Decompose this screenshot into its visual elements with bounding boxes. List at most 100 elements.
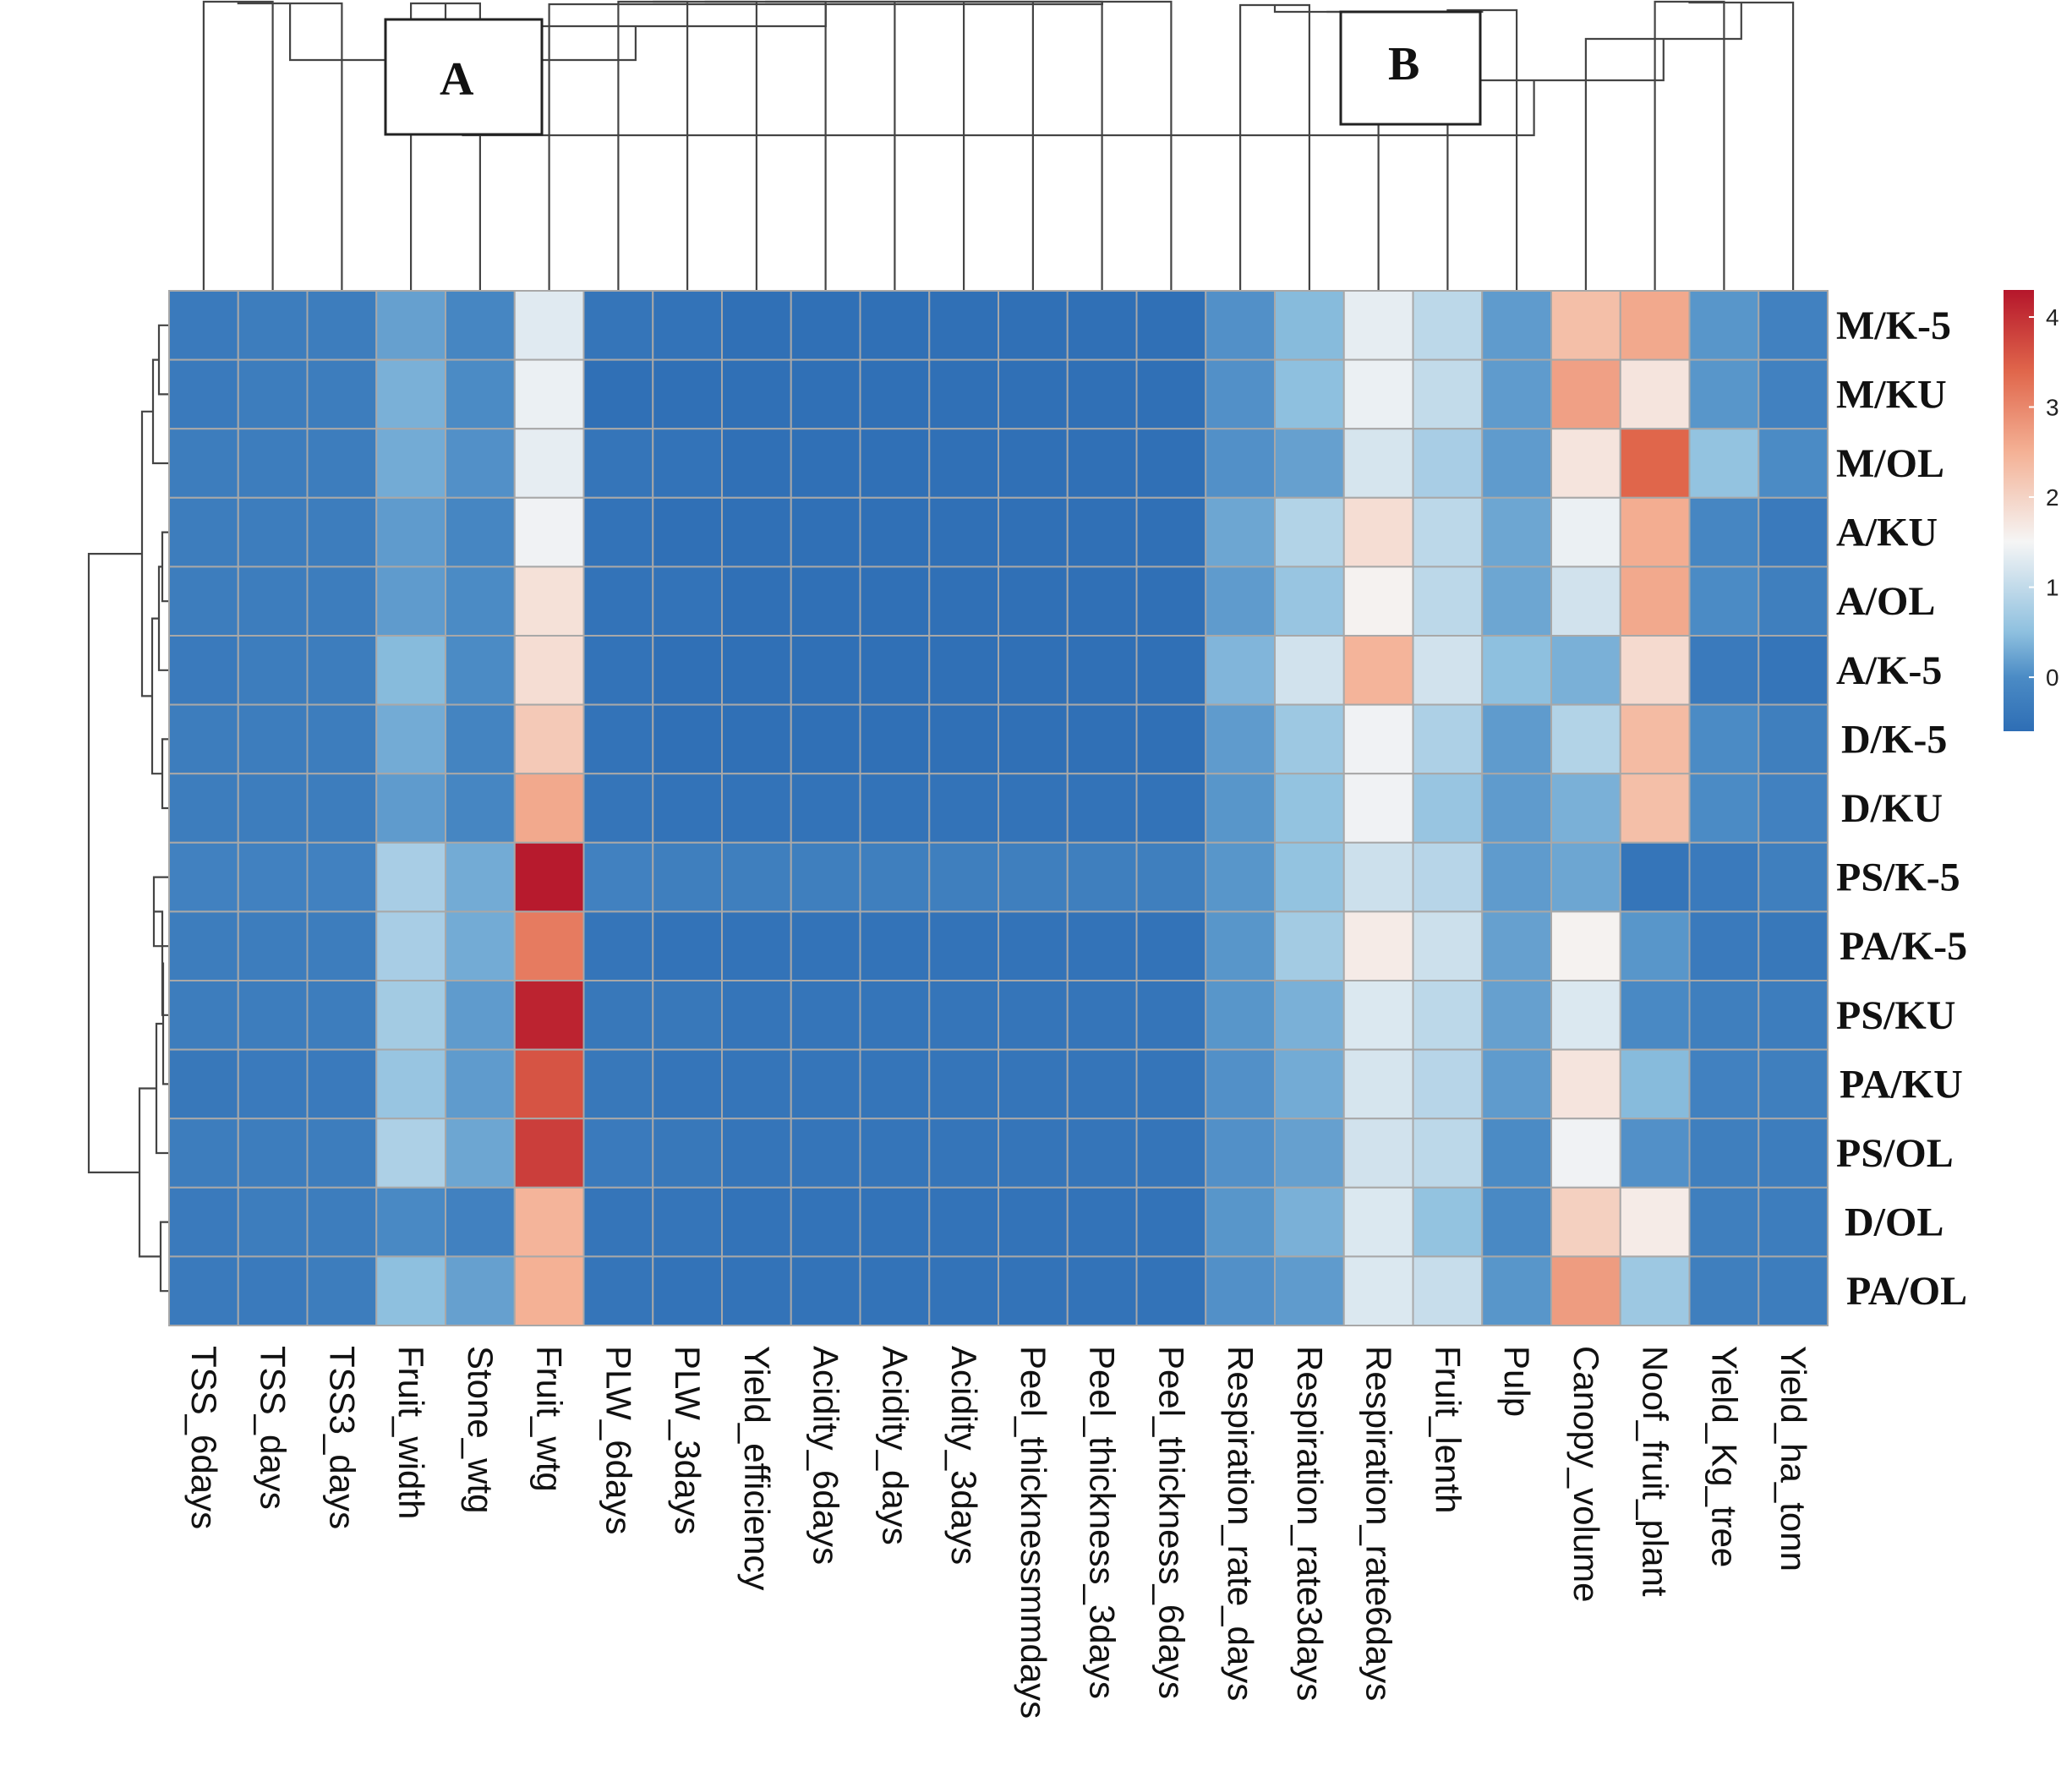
heatmap-cell [1135, 980, 1207, 1051]
heatmap-cell [1688, 773, 1760, 844]
dendrogram-branch [87, 553, 142, 1173]
heatmap-cell [1481, 773, 1552, 844]
heatmap-cell [237, 980, 309, 1051]
column-label: Respiration_rate3days [1290, 1346, 1330, 1701]
heatmap-cell [1135, 358, 1207, 430]
heatmap-cell [928, 1118, 999, 1189]
heatmap-cell [513, 566, 585, 637]
heatmap-cell [721, 496, 792, 568]
heatmap-cell [445, 566, 516, 637]
heatmap-cell [1412, 980, 1484, 1051]
heatmap-cell [1481, 910, 1552, 982]
heatmap-cell [1412, 910, 1484, 982]
heatmap-cell [998, 1255, 1069, 1327]
heatmap-cell [1688, 290, 1760, 361]
heatmap-cell [1550, 358, 1621, 430]
heatmap-cell [1135, 703, 1207, 775]
heatmap-cell [1688, 910, 1760, 982]
heatmap-cell [1135, 1118, 1207, 1189]
heatmap-cell [1550, 566, 1621, 637]
heatmap-cell [652, 428, 723, 499]
heatmap-cell [513, 358, 585, 430]
heatmap-cell [237, 358, 309, 430]
heatmap-cell [445, 496, 516, 568]
heatmap-cell [859, 1255, 931, 1327]
heatmap-cell [1688, 428, 1760, 499]
heatmap-cell [1550, 1048, 1621, 1120]
heatmap-cell [790, 290, 861, 361]
heatmap-cell [1481, 635, 1552, 706]
heatmap-cell [1274, 703, 1345, 775]
heatmap-cell [1066, 1118, 1138, 1189]
heatmap-cell [1205, 773, 1276, 844]
heatmap-cell [513, 290, 585, 361]
row-label: PS/K-5 [1836, 855, 1960, 900]
heatmap-cell [1619, 496, 1691, 568]
heatmap-cell [445, 980, 516, 1051]
heatmap-cell [1619, 980, 1691, 1051]
dendrogram-branch [161, 738, 169, 810]
heatmap-cell [652, 841, 723, 913]
heatmap-cell [375, 358, 446, 430]
heatmap-cell [1066, 428, 1138, 499]
heatmap-cell [1066, 703, 1138, 775]
heatmap-cell [1066, 773, 1138, 844]
heatmap-cell [1412, 1255, 1484, 1327]
heatmap-cell [998, 703, 1069, 775]
dendrogram-branch [704, 0, 827, 291]
dendrogram-branch [154, 910, 169, 1016]
heatmap-cell [928, 841, 999, 913]
heatmap-cell [1550, 1118, 1621, 1189]
heatmap-cell [1412, 1118, 1484, 1189]
row-label: PA/OL [1846, 1269, 1967, 1314]
heatmap-cell [445, 290, 516, 361]
heatmap-cell [1550, 290, 1621, 361]
column-labels: TSS_6days TSS_days TSS3_days Fruit_width Sto… [184, 1346, 1813, 1719]
heatmap-cell [1481, 496, 1552, 568]
heatmap-cell [652, 910, 723, 982]
heatmap-cell [1550, 980, 1621, 1051]
heatmap-cell [1412, 841, 1484, 913]
heatmap-cell [1550, 1186, 1621, 1258]
heatmap-cell [1342, 1118, 1414, 1189]
heatmap-cell [1758, 910, 1829, 982]
heatmap-cell [306, 496, 378, 568]
row-label: PS/KU [1836, 993, 1955, 1038]
cluster-b-box: B [1339, 10, 1482, 126]
heatmap-cell [1205, 566, 1276, 637]
heatmap-cell [1135, 841, 1207, 913]
heatmap-cell [237, 428, 309, 499]
column-label: Fruit_lenth [1428, 1346, 1468, 1513]
heatmap-cell [1550, 841, 1621, 913]
heatmap-cell [513, 496, 585, 568]
heatmap-cell [582, 773, 654, 844]
heatmap-cell [721, 980, 792, 1051]
dendrogram-branch [159, 1221, 169, 1293]
heatmap-cell [859, 635, 931, 706]
heatmap-cell [928, 566, 999, 637]
heatmap-cell [1205, 635, 1276, 706]
row-label: PA/KU [1840, 1062, 1963, 1107]
heatmap-cell [1688, 635, 1760, 706]
column-label: Acidity_6days [806, 1346, 846, 1565]
heatmap-cell [1550, 635, 1621, 706]
heatmap-cell [1412, 496, 1484, 568]
heatmap-cell [721, 841, 792, 913]
heatmap-cell [513, 1118, 585, 1189]
heatmap-cell [790, 841, 861, 913]
heatmap-cell [859, 1118, 931, 1189]
heatmap-cell [1274, 980, 1345, 1051]
heatmap-cell [445, 358, 516, 430]
dendrogram-branch [138, 1087, 161, 1258]
heatmap-cell [445, 703, 516, 775]
heatmap-cell [998, 841, 1069, 913]
heatmap-cell [1619, 358, 1691, 430]
heatmap-cell [721, 290, 792, 361]
heatmap-cell [928, 290, 999, 361]
heatmap-cell [1342, 358, 1414, 430]
heatmap-cell [582, 841, 654, 913]
heatmap-cell [1481, 980, 1552, 1051]
heatmap-cell [1135, 1255, 1207, 1327]
heatmap-cell [1066, 841, 1138, 913]
